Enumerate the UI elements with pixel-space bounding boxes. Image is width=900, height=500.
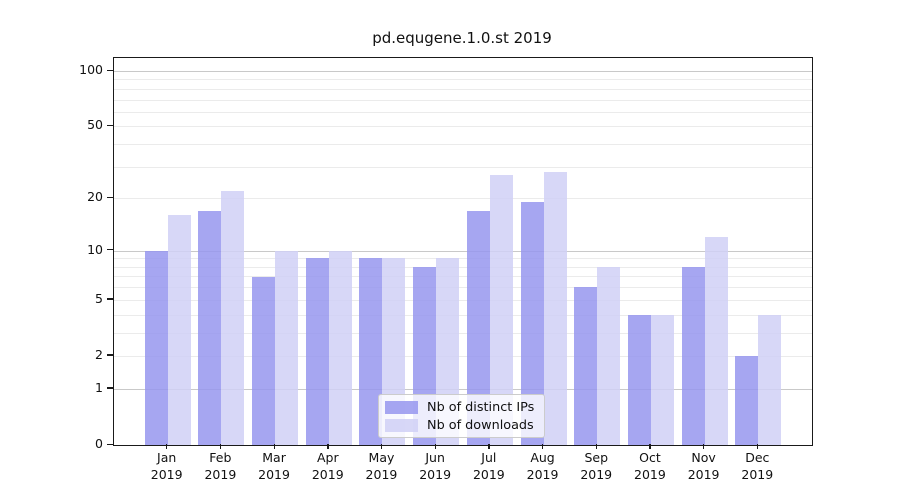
bar-downloads-mar bbox=[275, 250, 299, 445]
legend-entry-distinct-ips: Nb of distinct IPs bbox=[385, 400, 538, 415]
bar-distinct-ips-mar bbox=[252, 276, 276, 445]
y-tick-mark-10 bbox=[107, 249, 113, 251]
x-tick-mark-oct bbox=[649, 444, 651, 449]
x-tick-mark-aug bbox=[542, 444, 544, 449]
gridline-major-10 bbox=[114, 250, 812, 252]
x-tick-mark-may bbox=[380, 444, 383, 449]
x-tick-label-may: May 2019 bbox=[365, 450, 398, 482]
y-tick-mark-50 bbox=[107, 124, 113, 127]
gridline-major-1 bbox=[114, 388, 812, 390]
bar-distinct-ips-nov bbox=[681, 266, 705, 445]
x-tick-label-oct: Oct 2019 bbox=[634, 450, 666, 482]
y-tick-label-2: 2 bbox=[95, 346, 103, 362]
bar-downloads-jan bbox=[167, 215, 191, 445]
y-tick-label-5: 5 bbox=[95, 290, 103, 306]
x-tick-mark-feb bbox=[219, 444, 222, 449]
gridline-minor-7 bbox=[114, 276, 812, 278]
x-tick-label-jul: Jul 2019 bbox=[472, 450, 505, 482]
bar-downloads-aug bbox=[543, 172, 567, 445]
bar-distinct-ips-apr bbox=[305, 258, 329, 445]
bar-distinct-ips-dec bbox=[735, 355, 759, 445]
bar-downloads-feb bbox=[221, 190, 245, 445]
legend-swatch-distinct-ips bbox=[385, 400, 418, 414]
y-tick-label-100: 100 bbox=[79, 62, 103, 77]
x-tick-label-feb: Feb 2019 bbox=[204, 450, 237, 482]
bar-downloads-apr bbox=[328, 250, 352, 445]
x-tick-mark-nov bbox=[703, 444, 705, 449]
legend: Nb of distinct IPs Nb of downloads bbox=[378, 394, 545, 438]
x-tick-label-aug: Aug 2019 bbox=[526, 450, 559, 482]
y-tick-mark-5 bbox=[107, 298, 113, 300]
plot-area: Nb of distinct IPs Nb of downloads bbox=[113, 57, 813, 446]
gridline-minor-40 bbox=[114, 144, 812, 146]
legend-label-distinct-ips: Nb of distinct IPs bbox=[427, 399, 535, 415]
gridline-minor-70 bbox=[114, 99, 812, 101]
x-tick-mark-sep bbox=[595, 444, 598, 449]
gridline-minor-9 bbox=[114, 258, 812, 260]
y-tick-label-20: 20 bbox=[87, 189, 103, 205]
bar-downloads-sep bbox=[597, 266, 621, 445]
gridline-minor-50 bbox=[114, 126, 812, 128]
gridline-minor-5 bbox=[114, 299, 812, 301]
y-tick-label-0: 0 bbox=[95, 436, 103, 451]
gridline-minor-8 bbox=[114, 266, 812, 268]
y-tick-mark-0 bbox=[107, 443, 113, 445]
y-tick-mark-2 bbox=[107, 354, 113, 356]
x-tick-mark-apr bbox=[327, 444, 329, 449]
x-tick-label-mar: Mar 2019 bbox=[258, 450, 290, 482]
y-tick-label-50: 50 bbox=[87, 117, 103, 133]
y-tick-label-1: 1 bbox=[95, 379, 103, 395]
bar-distinct-ips-sep bbox=[574, 287, 598, 445]
legend-entry-downloads: Nb of downloads bbox=[385, 418, 538, 433]
bar-distinct-ips-aug bbox=[520, 202, 544, 445]
bar-distinct-ips-jul bbox=[466, 210, 490, 445]
bar-distinct-ips-oct bbox=[627, 314, 651, 445]
y-tick-label-10: 10 bbox=[87, 241, 103, 257]
gridline-minor-6 bbox=[114, 287, 812, 289]
x-tick-label-nov: Nov 2019 bbox=[687, 450, 720, 482]
legend-swatch-downloads bbox=[385, 418, 418, 432]
x-tick-mark-dec bbox=[756, 444, 759, 449]
x-tick-label-sep: Sep 2019 bbox=[580, 450, 613, 482]
x-tick-label-apr: Apr 2019 bbox=[311, 450, 344, 482]
gridline-minor-3 bbox=[114, 332, 812, 334]
x-tick-mark-jan bbox=[166, 444, 168, 449]
x-tick-label-jun: Jun 2019 bbox=[419, 450, 452, 482]
x-tick-mark-mar bbox=[273, 444, 275, 449]
bar-distinct-ips-jan bbox=[144, 250, 168, 445]
bar-downloads-nov bbox=[704, 237, 728, 445]
x-tick-label-jan: Jan 2019 bbox=[150, 450, 183, 482]
legend-label-downloads: Nb of downloads bbox=[427, 417, 534, 433]
gridline-minor-4 bbox=[114, 314, 812, 316]
bar-downloads-dec bbox=[758, 314, 782, 445]
x-tick-mark-jul bbox=[488, 444, 490, 449]
x-tick-label-dec: Dec 2019 bbox=[741, 450, 774, 482]
y-tick-mark-100 bbox=[107, 69, 113, 71]
chart-title: pd.equgene.1.0.st 2019 bbox=[372, 29, 552, 47]
y-tick-mark-1 bbox=[107, 387, 113, 389]
bar-distinct-ips-feb bbox=[198, 210, 222, 445]
x-tick-mark-jun bbox=[434, 444, 436, 449]
y-tick-mark-20 bbox=[107, 196, 113, 199]
bar-downloads-oct bbox=[650, 314, 674, 445]
gridline-minor-90 bbox=[114, 79, 812, 81]
gridline-minor-30 bbox=[114, 166, 812, 168]
bar-downloads-jul bbox=[489, 174, 513, 445]
gridline-minor-2 bbox=[114, 355, 812, 357]
bar-distinct-ips-may bbox=[359, 258, 383, 445]
gridline-minor-20 bbox=[114, 198, 812, 200]
gridline-minor-60 bbox=[114, 111, 812, 113]
gridline-minor-80 bbox=[114, 88, 812, 90]
gridline-major-100 bbox=[114, 71, 812, 72]
